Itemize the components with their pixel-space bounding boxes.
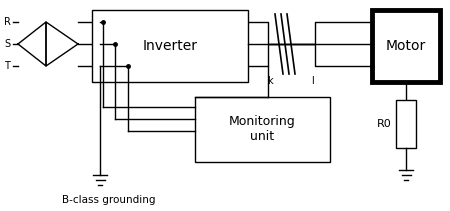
Text: R: R — [4, 17, 11, 27]
Text: Inverter: Inverter — [143, 39, 198, 53]
Text: Monitoring
unit: Monitoring unit — [229, 115, 296, 143]
Text: l: l — [311, 76, 315, 86]
Bar — [372, 10, 440, 82]
Bar — [92, 10, 248, 82]
Text: R0: R0 — [377, 119, 392, 129]
Text: S: S — [4, 39, 10, 49]
Bar — [396, 100, 416, 148]
Text: T: T — [4, 61, 10, 71]
Bar — [195, 97, 330, 162]
Text: Motor: Motor — [386, 39, 426, 53]
Text: k: k — [267, 76, 273, 86]
Text: B-class grounding: B-class grounding — [62, 195, 156, 205]
